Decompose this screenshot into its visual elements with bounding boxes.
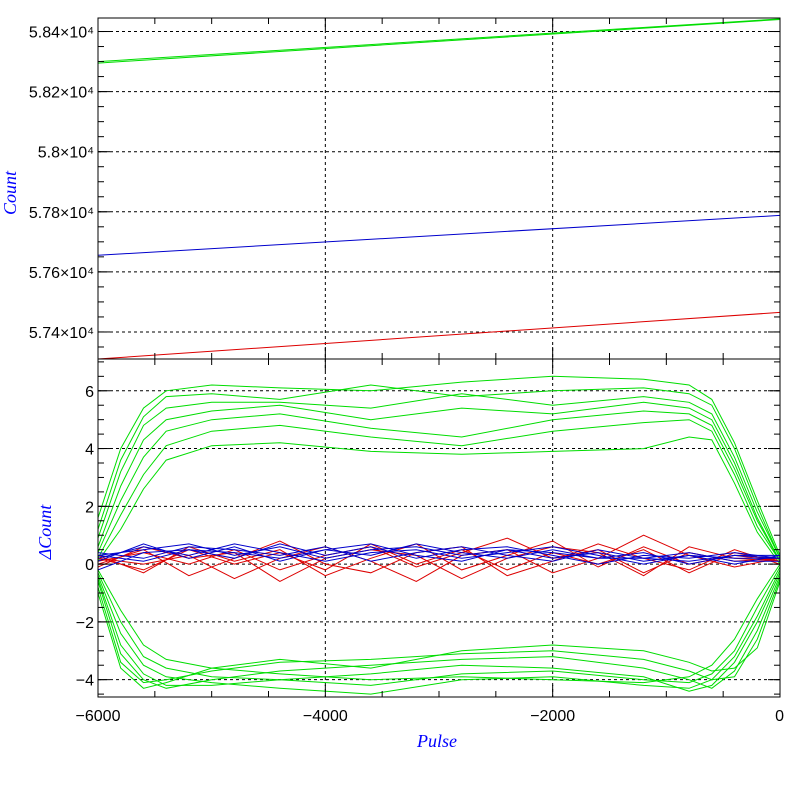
bottom-series-line-8	[98, 566, 780, 686]
bottom-series-line-1	[98, 384, 780, 559]
bottom-series-line-6	[98, 436, 780, 565]
x-axis-title: Pulse	[416, 731, 457, 751]
bottom-panel-delta-count: −4 −2 0 2 4 6 −6000 −4000 −2000 0	[76, 358, 784, 725]
bottom-series-line-13	[98, 581, 780, 689]
top-y-tick-label: 5.82×10⁴	[29, 85, 94, 102]
bottom-series-line-21	[98, 543, 780, 565]
bottom-plot-frame	[97, 358, 781, 698]
top-panel-count: 5.74×10⁴ 5.76×10⁴ 5.78×10⁴ 5.8×10⁴ 5.82×10⁴ 5…	[29, 17, 781, 360]
top-series-line-0	[98, 19, 780, 64]
top-series-line-1	[98, 18, 780, 63]
bottom-series-line-19	[98, 543, 780, 574]
top-y-axis-title: Count	[0, 170, 20, 215]
top-y-tick-label: 5.76×10⁴	[29, 265, 94, 282]
top-y-tick-label: 5.84×10⁴	[29, 25, 94, 42]
bottom-y-axis-title: ΔCount	[35, 504, 55, 561]
bottom-series-line-17	[98, 534, 780, 582]
bottom-series-line-22	[98, 546, 780, 562]
top-plot-frame	[97, 17, 781, 360]
bottom-series-line-3	[98, 401, 780, 562]
bottom-y-tick-label: −2	[76, 615, 94, 632]
x-tick-label: −6000	[76, 708, 121, 725]
bottom-y-tick-label: 2	[85, 499, 94, 516]
bottom-series-line-9	[98, 569, 780, 695]
bottom-series-line-7	[98, 563, 780, 684]
bottom-series-line-2	[98, 393, 780, 559]
bottom-series-line-0	[98, 375, 780, 556]
bottom-series-line-5	[98, 419, 780, 562]
bottom-series-line-25	[98, 543, 780, 562]
bottom-y-tick-label: 0	[85, 557, 94, 574]
top-y-tick-label: 5.78×10⁴	[29, 205, 94, 222]
bottom-y-tick-label: 6	[85, 384, 94, 401]
top-series-line-2	[98, 214, 780, 256]
x-tick-label: −2000	[530, 708, 575, 725]
top-series-line-3	[98, 311, 780, 359]
x-tick-label: −4000	[303, 708, 348, 725]
top-y-tick-label: 5.8×10⁴	[38, 145, 94, 162]
bottom-y-tick-label: −4	[76, 673, 94, 690]
bottom-y-tick-label: 4	[85, 442, 94, 459]
bottom-series-line-11	[98, 575, 780, 689]
top-y-tick-label: 5.74×10⁴	[29, 325, 94, 342]
bottom-series-line-4	[98, 410, 780, 562]
bottom-series-line-10	[98, 572, 780, 692]
bottom-series-line-12	[98, 578, 780, 684]
x-tick-label: 0	[775, 708, 784, 725]
